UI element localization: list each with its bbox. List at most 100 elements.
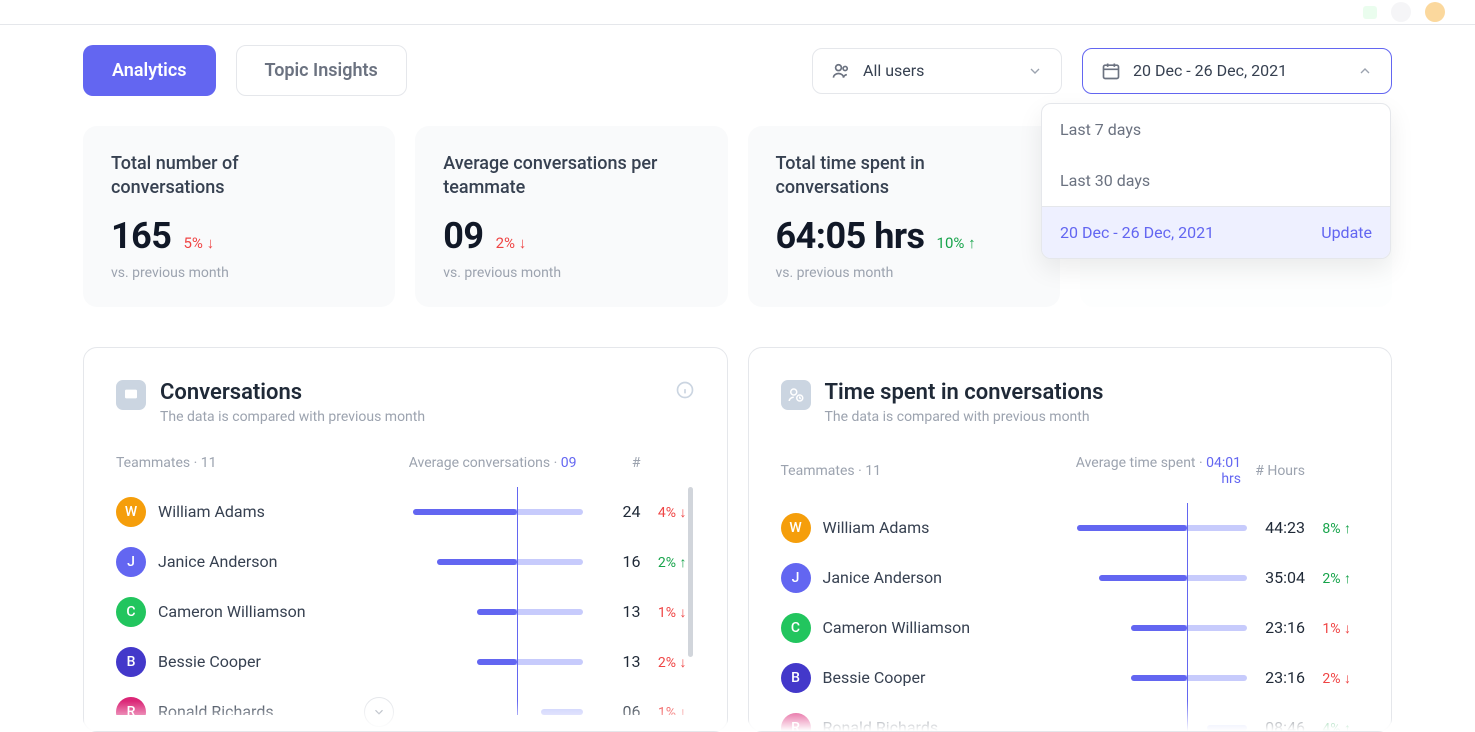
chevron-down-icon: [1027, 63, 1043, 79]
info-icon[interactable]: [675, 380, 695, 400]
col-hash: #: [583, 455, 645, 471]
row-value: 08:46: [1265, 718, 1305, 731]
avatar: R: [781, 713, 811, 731]
stat-title: Total time spent in conversations: [776, 152, 996, 201]
row-delta: 2% ↓: [1322, 670, 1351, 687]
row-value: 23:16: [1265, 668, 1305, 687]
row-name: William Adams: [823, 518, 930, 537]
col-avg: Average time spent · 04:01 hrs: [1061, 455, 1248, 487]
controls-row: Analytics Topic Insights All users 20 De…: [83, 45, 1392, 96]
row-delta: 4% ↓: [658, 504, 687, 521]
avatar: W: [116, 497, 146, 527]
row-name: Bessie Cooper: [158, 652, 261, 671]
panel-icon: [781, 380, 811, 410]
stat-delta: 5% ↓: [183, 234, 214, 252]
row-name: Bessie Cooper: [823, 668, 926, 687]
date-option-last-7[interactable]: Last 7 days: [1042, 104, 1390, 155]
tab-analytics[interactable]: Analytics: [83, 45, 216, 96]
users-dropdown-label: All users: [863, 61, 924, 80]
avatar-placeholder: [1391, 2, 1411, 22]
rows-wrap: WWilliam Adams244% ↓JJanice Anderson162%…: [116, 487, 695, 715]
date-menu: Last 7 days Last 30 days 20 Dec - 26 Dec…: [1041, 103, 1391, 259]
avatar: R: [116, 697, 146, 715]
row-delta: 4% ↑: [1322, 720, 1351, 731]
table-row: B Bessie Cooper 23:16 2% ↓: [781, 653, 1360, 703]
expand-button[interactable]: [364, 697, 394, 727]
date-selected-range: 20 Dec - 26 Dec, 2021: [1060, 223, 1214, 242]
users-dropdown[interactable]: All users: [812, 48, 1062, 94]
stat-title: Total number of conversations: [111, 152, 331, 201]
avatar: C: [116, 597, 146, 627]
row-value: 24: [623, 502, 641, 521]
avatar: C: [781, 613, 811, 643]
row-value: 23:16: [1265, 618, 1305, 637]
stat-value: 64:05 hrs: [776, 215, 925, 257]
table-row: CCameron Williamson23:161% ↓: [781, 603, 1360, 653]
date-dropdown-label: 20 Dec - 26 Dec, 2021: [1133, 61, 1287, 80]
avatar[interactable]: [1425, 2, 1445, 22]
date-option-selected[interactable]: 20 Dec - 26 Dec, 2021 Update: [1042, 207, 1390, 258]
calendar-icon: [1101, 61, 1121, 81]
stat-card: Total time spent in conversations 64:05 h…: [748, 126, 1060, 307]
table-row: WWilliam Adams44:238% ↑: [781, 503, 1360, 553]
table-row: JJanice Anderson162% ↑: [116, 537, 695, 587]
row-name: Janice Anderson: [823, 568, 943, 587]
users-icon: [831, 61, 851, 81]
bar: [1077, 525, 1247, 531]
panel-title: Conversations: [160, 380, 661, 405]
avatar: B: [781, 663, 811, 693]
row-delta: 2% ↑: [1322, 570, 1351, 587]
col-teammates: Teammates · 11: [116, 455, 396, 471]
bar: [413, 509, 583, 515]
table-row: CCameron Williamson131% ↓: [116, 587, 695, 637]
chevron-up-icon: [1357, 63, 1373, 79]
stat-title: Average conversations per teammate: [443, 152, 663, 201]
stat-sub: vs. previous month: [443, 265, 699, 281]
panels-row: Conversations The data is compared with p…: [83, 347, 1392, 732]
col-teammates: Teammates · 11: [781, 463, 1061, 479]
main-container: Analytics Topic Insights All users 20 De…: [0, 25, 1475, 732]
date-update-button[interactable]: Update: [1321, 223, 1372, 242]
status-badge: [1363, 6, 1377, 19]
bar: [413, 659, 583, 665]
avg-line: [517, 487, 518, 715]
row-delta: 2% ↑: [658, 554, 687, 571]
table-row: BBessie Cooper132% ↓: [116, 637, 695, 687]
row-delta: 2% ↓: [658, 654, 687, 671]
row-name: Cameron Williamson: [823, 618, 971, 637]
row-value: 13: [623, 602, 641, 621]
table-row: J Janice Anderson 35:04 2% ↑: [781, 553, 1360, 603]
row-name: William Adams: [158, 502, 265, 521]
stat-card: Average conversations per teammate092% ↓…: [415, 126, 727, 307]
bar: [1077, 675, 1247, 681]
avatar: J: [781, 563, 811, 593]
table-row: RRonald Richards08:464% ↑: [781, 703, 1360, 731]
panel-title: Time spent in conversations: [825, 380, 1360, 405]
col-avg: Average conversations · 09: [396, 455, 583, 471]
stat-sub: vs. previous month: [776, 265, 1032, 281]
table-row: W William Adams 24 4% ↓: [116, 487, 695, 537]
time-panel: Time spent in conversations The data is c…: [748, 347, 1393, 732]
date-dropdown[interactable]: 20 Dec - 26 Dec, 2021 Last 7 days Last 3…: [1082, 48, 1392, 94]
stat-sub: vs. previous month: [111, 265, 367, 281]
tab-topic-insights[interactable]: Topic Insights: [236, 45, 407, 96]
row-name: Janice Anderson: [158, 552, 278, 571]
rows-wrap: WWilliam Adams44:238% ↑JJanice Anderson3…: [781, 503, 1360, 731]
panel-sub: The data is compared with previous month: [825, 409, 1360, 425]
bar: [413, 609, 583, 615]
date-option-last-30[interactable]: Last 30 days: [1042, 155, 1390, 206]
panel-icon: [116, 380, 146, 410]
row-value: 35:04: [1265, 568, 1305, 587]
top-bar: [0, 0, 1475, 25]
row-delta: 1% ↓: [658, 704, 687, 715]
bar: [1077, 625, 1247, 631]
avatar: B: [116, 647, 146, 677]
tabs: Analytics Topic Insights: [83, 45, 407, 96]
stat-delta: 2% ↓: [496, 234, 527, 252]
stat-card: Total number of conversations1655% ↓vs. …: [83, 126, 395, 307]
row-value: 44:23: [1265, 518, 1305, 537]
row-name: Ronald Richards: [158, 702, 274, 715]
avatar: J: [116, 547, 146, 577]
row-value: 06: [623, 702, 641, 715]
avatar: W: [781, 513, 811, 543]
